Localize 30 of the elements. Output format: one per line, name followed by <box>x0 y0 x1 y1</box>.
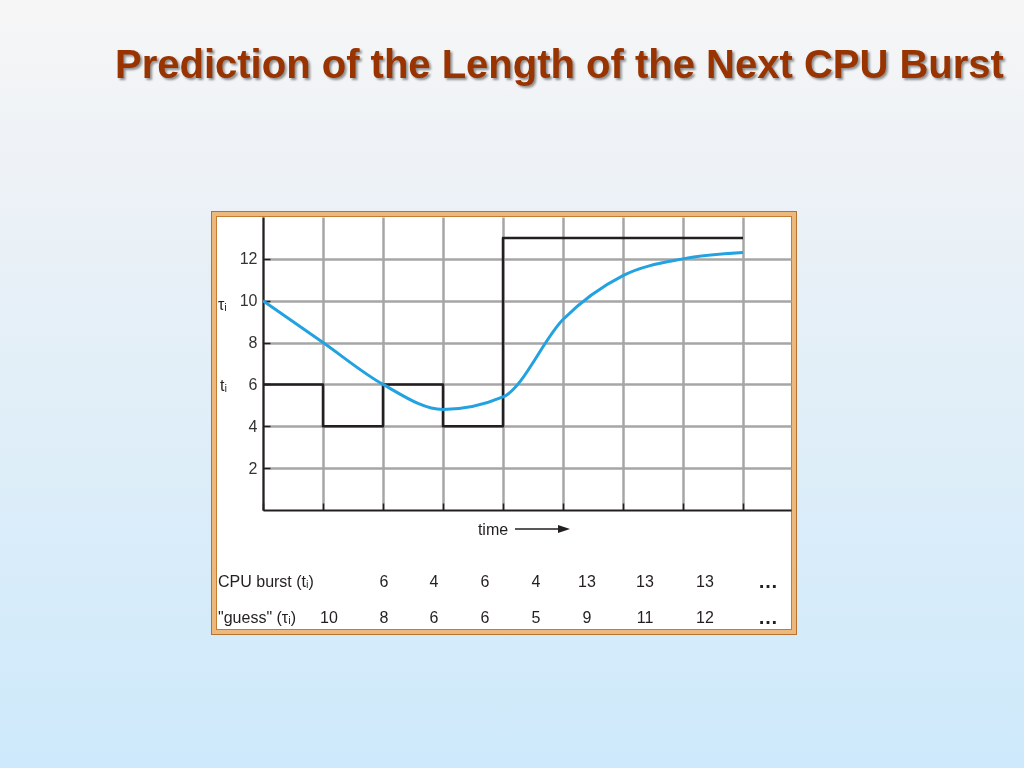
text: 4 <box>531 573 541 590</box>
text: τᵢ <box>218 296 227 313</box>
text: 9 <box>582 609 592 626</box>
text: 11 <box>636 609 654 626</box>
text: … <box>758 606 778 628</box>
y-tick-label: 4 <box>248 417 258 435</box>
text: 13 <box>696 573 714 590</box>
text: CPU burst (tᵢ) <box>218 573 314 590</box>
line-series <box>261 251 745 412</box>
text: 13 <box>578 573 596 590</box>
text: "guess" (τᵢ) <box>218 609 296 626</box>
chart-title: Prediction of the Length of the Next CPU Burst <box>115 42 1004 86</box>
text: 13 <box>636 573 654 590</box>
text: 10 <box>320 609 338 626</box>
y-tick-label: 8 <box>248 334 258 352</box>
y-tick-label: 6 <box>248 375 258 393</box>
text: 8 <box>379 609 389 626</box>
text: 6 <box>429 609 439 626</box>
text: tᵢ <box>220 377 227 394</box>
y-tick-label: 2 <box>248 459 258 477</box>
text: 6 <box>379 573 389 590</box>
text: 5 <box>531 609 541 626</box>
text: 12 <box>696 609 714 626</box>
text: 6 <box>480 573 490 590</box>
text: 6 <box>480 609 490 626</box>
x-axis-title: time <box>477 520 509 538</box>
text: 4 <box>429 573 439 590</box>
y-tick-label: 12 <box>239 250 258 268</box>
text: … <box>758 570 778 592</box>
y-tick-label: 10 <box>239 292 258 310</box>
